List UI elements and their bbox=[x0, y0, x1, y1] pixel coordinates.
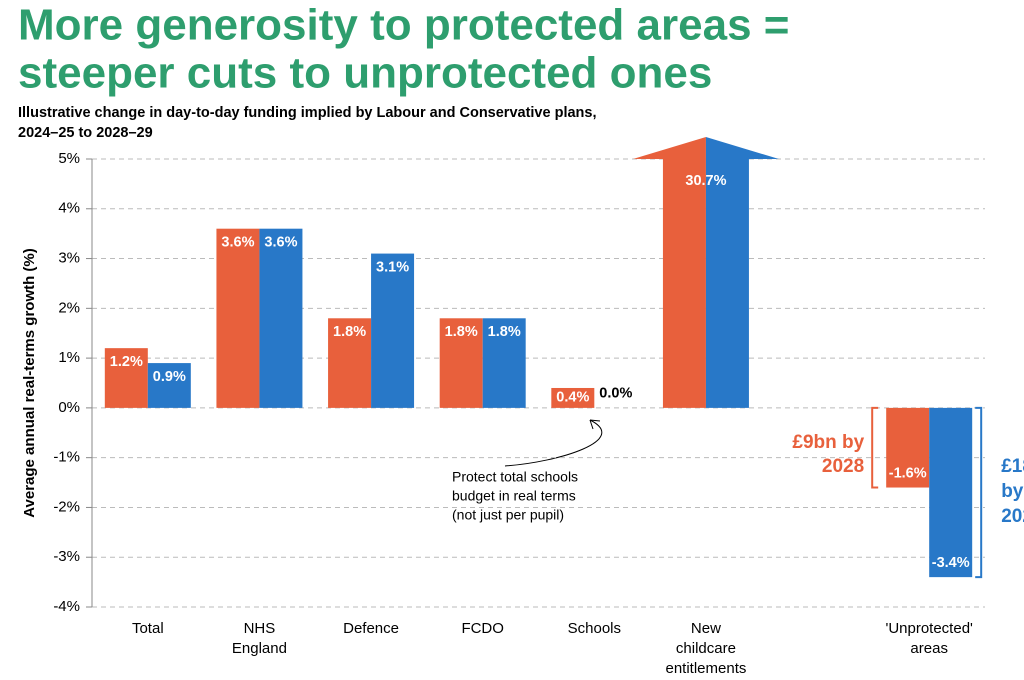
value-label: -1.6% bbox=[889, 465, 927, 481]
value-label: 1.8% bbox=[488, 324, 521, 340]
y-axis-label: Average annual real-terms growth (%) bbox=[21, 248, 38, 518]
bar bbox=[259, 228, 303, 408]
annotation: Protect total schools bbox=[452, 469, 578, 485]
value-label: 1.8% bbox=[333, 324, 366, 340]
bar bbox=[551, 387, 595, 408]
bar bbox=[104, 348, 148, 408]
value-label: 1.2% bbox=[110, 354, 143, 370]
value-label: 0.4% bbox=[556, 390, 589, 406]
annotation: budget in real terms bbox=[452, 488, 576, 504]
value-label: 30.7% bbox=[685, 173, 726, 189]
bar bbox=[216, 228, 260, 408]
bar-clipped bbox=[705, 159, 749, 408]
x-tick-label: Defence bbox=[343, 620, 399, 637]
bar-clipped bbox=[662, 159, 706, 408]
value-label: -3.4% bbox=[932, 555, 970, 571]
y-tick-label: 4% bbox=[58, 200, 80, 217]
annotation-arrow bbox=[504, 419, 603, 467]
arrowhead bbox=[705, 137, 779, 159]
x-tick-label: Total bbox=[132, 620, 164, 637]
value-label: 3.1% bbox=[376, 259, 409, 275]
value-label: 3.6% bbox=[221, 235, 254, 251]
y-tick-label: 0% bbox=[58, 399, 80, 416]
bracket bbox=[975, 406, 983, 579]
y-tick-label: -4% bbox=[53, 598, 80, 615]
bar bbox=[439, 318, 483, 408]
annotation: 2028 bbox=[822, 456, 864, 477]
x-tick-label: 'Unprotected' areas bbox=[885, 620, 973, 657]
y-tick-label: -3% bbox=[53, 548, 80, 565]
bar bbox=[886, 407, 930, 488]
y-tick-label: -2% bbox=[53, 498, 80, 515]
value-label: 0.9% bbox=[153, 369, 186, 385]
annotation: by bbox=[1001, 481, 1024, 502]
chart-title: More generosity to protected areas = bbox=[18, 1, 789, 50]
bracket bbox=[871, 406, 879, 489]
annotation: £9bn by bbox=[792, 432, 864, 453]
bar bbox=[147, 363, 191, 408]
value-label: 0.0% bbox=[599, 386, 632, 402]
value-label: 3.6% bbox=[264, 235, 297, 251]
x-tick-label: New childcare entitlements bbox=[666, 620, 747, 677]
y-tick-label: -1% bbox=[53, 449, 80, 466]
y-tick-label: 5% bbox=[58, 150, 80, 167]
y-tick-label: 2% bbox=[58, 299, 80, 316]
annotation: £18bn bbox=[1001, 456, 1024, 477]
bar bbox=[929, 407, 973, 578]
chart-subtitle: 2024–25 to 2028–29 bbox=[18, 125, 153, 141]
y-tick-label: 3% bbox=[58, 250, 80, 267]
x-tick-label: Schools bbox=[568, 620, 621, 637]
y-tick-label: 1% bbox=[58, 349, 80, 366]
chart-title: steeper cuts to unprotected ones bbox=[18, 49, 712, 98]
value-label: 1.8% bbox=[445, 324, 478, 340]
annotation: 2028 bbox=[1001, 506, 1024, 527]
bar bbox=[371, 253, 415, 408]
x-tick-label: FCDO bbox=[461, 620, 504, 637]
annotation: (not just per pupil) bbox=[452, 507, 564, 523]
bar bbox=[328, 318, 372, 408]
bar bbox=[482, 318, 526, 408]
arrowhead bbox=[632, 137, 706, 159]
chart-subtitle: Illustrative change in day-to-day fundin… bbox=[18, 105, 597, 121]
annotation-arrowhead bbox=[589, 419, 601, 430]
x-tick-label: NHS England bbox=[232, 620, 287, 657]
